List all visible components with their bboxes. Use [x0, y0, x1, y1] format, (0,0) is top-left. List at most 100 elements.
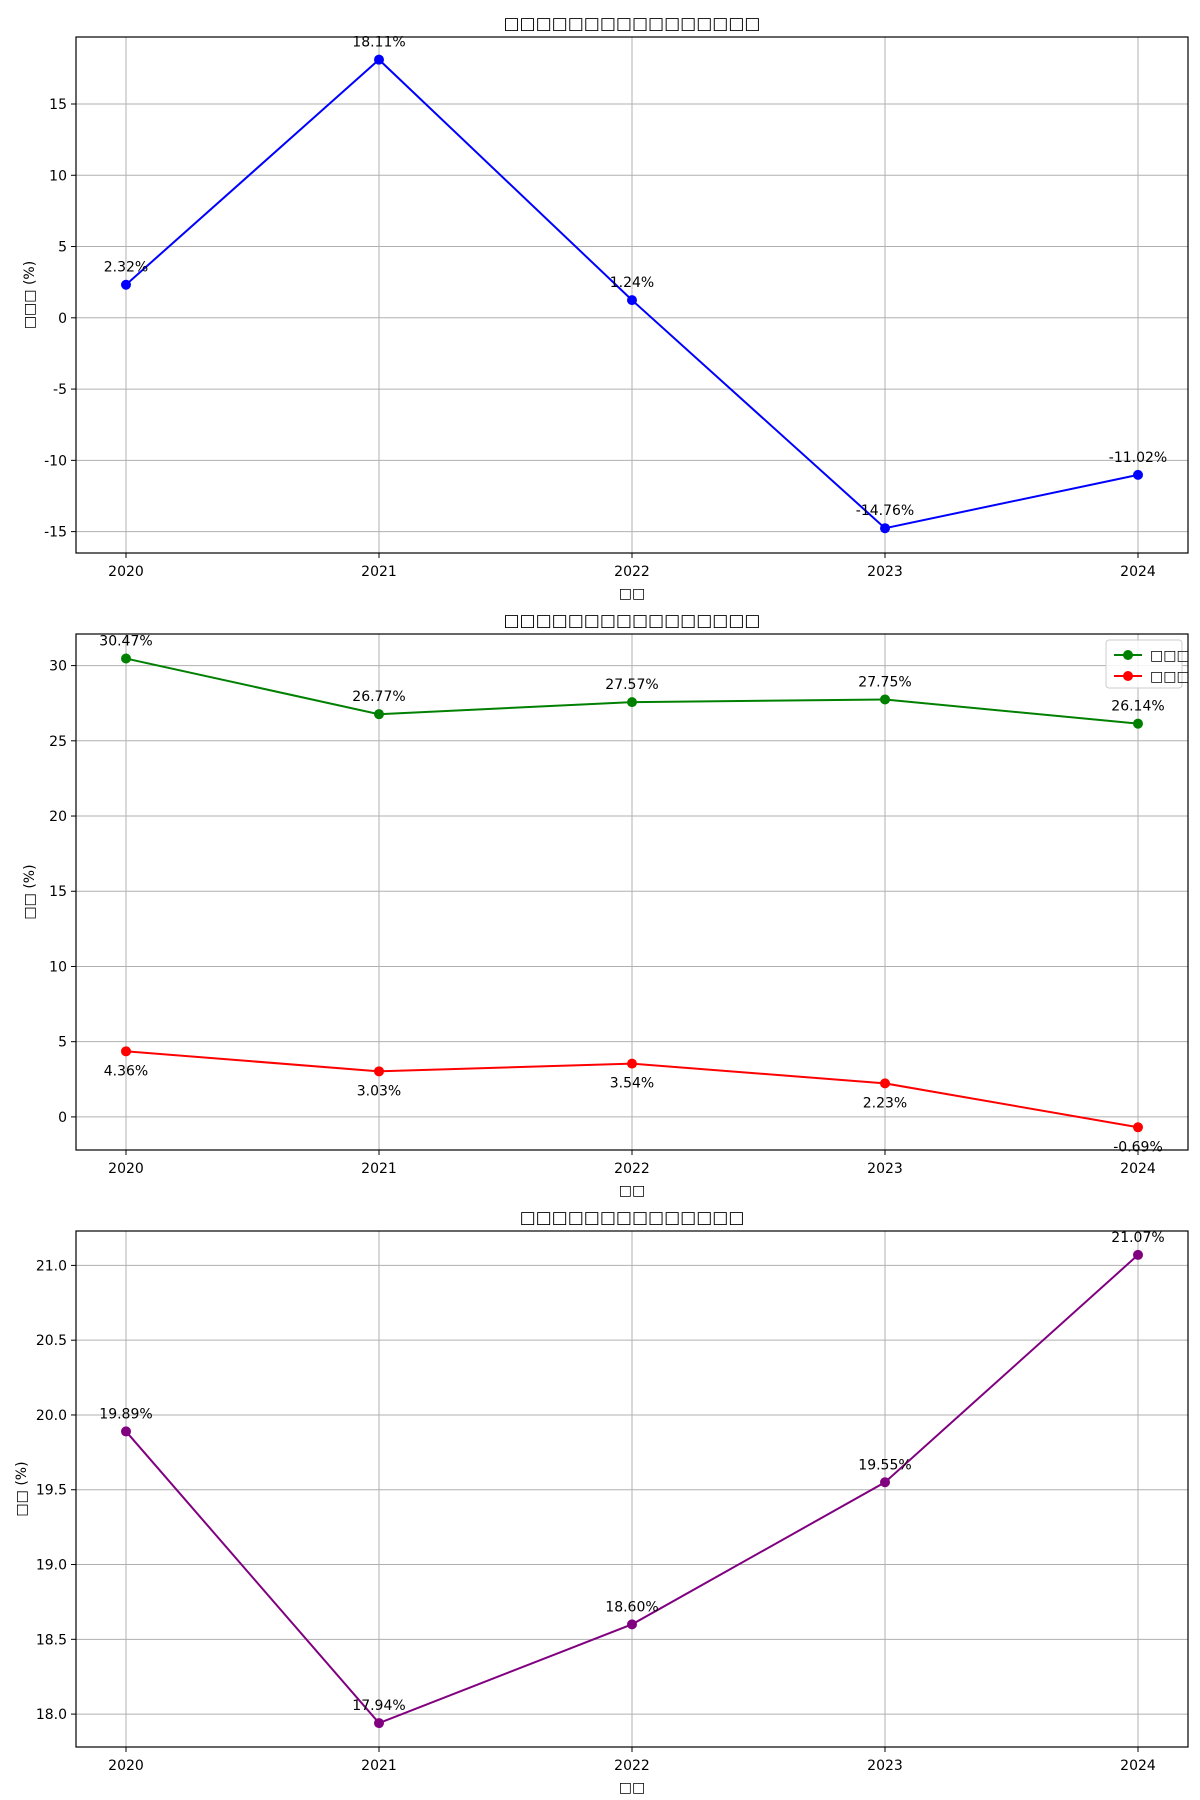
data-label: 30.47%	[99, 634, 152, 650]
y-tick-label: 19.5	[36, 1483, 67, 1499]
y-tick-label: 15	[49, 884, 67, 900]
data-point	[1133, 718, 1143, 729]
data-label: -14.76%	[856, 503, 914, 519]
data-label: 18.60%	[605, 1599, 658, 1615]
x-tick-label: 2024	[1120, 1161, 1156, 1177]
x-tick-label: 2020	[108, 1758, 144, 1774]
y-tick-label: 30	[49, 659, 67, 675]
data-point	[880, 1078, 890, 1089]
series-1: 2.32% 18.11% 1.24% -14.76% -11.02%	[104, 35, 1167, 534]
chart-title: □□□□□□□□□□□□□□□□	[504, 611, 761, 631]
series-1: 30.47% 26.77% 27.57% 27.75% 26.14%	[99, 634, 1165, 729]
data-point	[880, 523, 890, 534]
series-1: 19.89% 17.94% 18.60% 19.55% 21.07%	[99, 1230, 1165, 1729]
y-tick-label: -10	[44, 453, 67, 469]
data-label: 21.07%	[1111, 1230, 1164, 1246]
x-tick-label: 2022	[614, 1161, 650, 1177]
x-tick-label: 2023	[867, 1161, 903, 1177]
data-label: 2.23%	[863, 1095, 907, 1111]
x-axis-label: □□	[619, 586, 645, 602]
x-axis-label: □□	[619, 1780, 645, 1796]
y-tick-label: 10	[49, 168, 67, 184]
data-point	[1133, 1249, 1143, 1260]
legend-label: □□□	[1150, 648, 1190, 664]
data-label: 17.94%	[352, 1698, 405, 1714]
x-tick-label: 2022	[614, 564, 650, 580]
series-2: 4.36% 3.03% 3.54% 2.23% -0.69%	[104, 1046, 1163, 1155]
y-tick-label: 15	[49, 97, 67, 113]
data-label: 26.14%	[1111, 699, 1164, 715]
data-label: -11.02%	[1109, 450, 1167, 466]
data-point	[374, 1066, 384, 1077]
data-point	[121, 1426, 131, 1437]
y-tick-label: 10	[49, 959, 67, 975]
data-label: 19.55%	[858, 1457, 911, 1473]
data-label: 3.54%	[610, 1076, 654, 1092]
y-tick-label: -15	[44, 525, 67, 541]
y-axis-label: □□ (%)	[14, 1461, 30, 1516]
y-tick-label: -5	[53, 382, 67, 398]
data-point	[627, 1619, 637, 1630]
y-tick-label: 20	[49, 809, 67, 825]
data-label: 4.36%	[104, 1063, 148, 1079]
chart-title: □□□□□□□□□□□□□□□□	[504, 14, 761, 34]
plot-frame	[75, 633, 1189, 1151]
legend-marker	[1123, 671, 1133, 681]
data-label: 27.75%	[858, 674, 911, 690]
y-axis-label: □□ (%)	[22, 864, 38, 919]
x-tick-label: 2021	[361, 564, 397, 580]
data-label: 18.11%	[352, 35, 405, 51]
x-tick-label: 2023	[867, 1758, 903, 1774]
y-tick-label: 18.5	[36, 1632, 67, 1648]
plot-frame	[75, 36, 1189, 554]
x-tick-label: 2024	[1120, 564, 1156, 580]
data-point	[1133, 469, 1143, 480]
data-point	[374, 709, 384, 720]
data-point	[121, 653, 131, 664]
data-label: -0.69%	[1113, 1139, 1163, 1155]
data-label: 27.57%	[605, 677, 658, 693]
y-tick-label: 25	[49, 734, 67, 750]
plot-frame	[75, 1230, 1189, 1748]
legend: □□□ □□□	[1105, 639, 1190, 689]
y-tick-label: 20.0	[36, 1408, 67, 1424]
data-point	[627, 295, 637, 306]
data-point	[121, 279, 131, 290]
y-tick-label: 5	[58, 1035, 67, 1051]
chart-title: □□□□□□□□□□□□□□	[520, 1208, 745, 1228]
y-tick-label: 19.0	[36, 1558, 67, 1574]
y-tick-label: 20.5	[36, 1333, 67, 1349]
x-tick-label: 2020	[108, 564, 144, 580]
data-label: 1.24%	[610, 275, 654, 291]
x-tick-label: 2021	[361, 1758, 397, 1774]
legend-label: □□□	[1150, 669, 1190, 685]
data-point	[374, 54, 384, 65]
data-point	[627, 697, 637, 708]
data-point	[880, 694, 890, 705]
data-point	[1133, 1122, 1143, 1133]
data-label: 19.89%	[99, 1406, 152, 1422]
chart-3: 18.0 18.5 19.0 19.5 20.0 20.5 21.0 2020 2021 2022…	[14, 1208, 1189, 1796]
y-axis-label: □□□ (%)	[22, 261, 38, 329]
y-tick-label: 18.0	[36, 1707, 67, 1723]
x-tick-label: 2024	[1120, 1758, 1156, 1774]
y-tick-label: 21.0	[36, 1258, 67, 1274]
x-tick-label: 2021	[361, 1161, 397, 1177]
y-tick-label: 0	[58, 311, 67, 327]
x-axis-label: □□	[619, 1183, 645, 1199]
legend-marker	[1123, 650, 1133, 660]
x-tick-label: 2022	[614, 1758, 650, 1774]
data-label: 3.03%	[357, 1083, 401, 1099]
y-tick-label: 5	[58, 240, 67, 256]
data-point	[121, 1046, 131, 1057]
data-point	[627, 1058, 637, 1069]
x-tick-label: 2020	[108, 1161, 144, 1177]
data-label: 26.77%	[352, 689, 405, 705]
data-point	[374, 1718, 384, 1729]
data-label: 2.32%	[104, 260, 148, 276]
data-point	[880, 1477, 890, 1488]
x-tick-label: 2023	[867, 564, 903, 580]
